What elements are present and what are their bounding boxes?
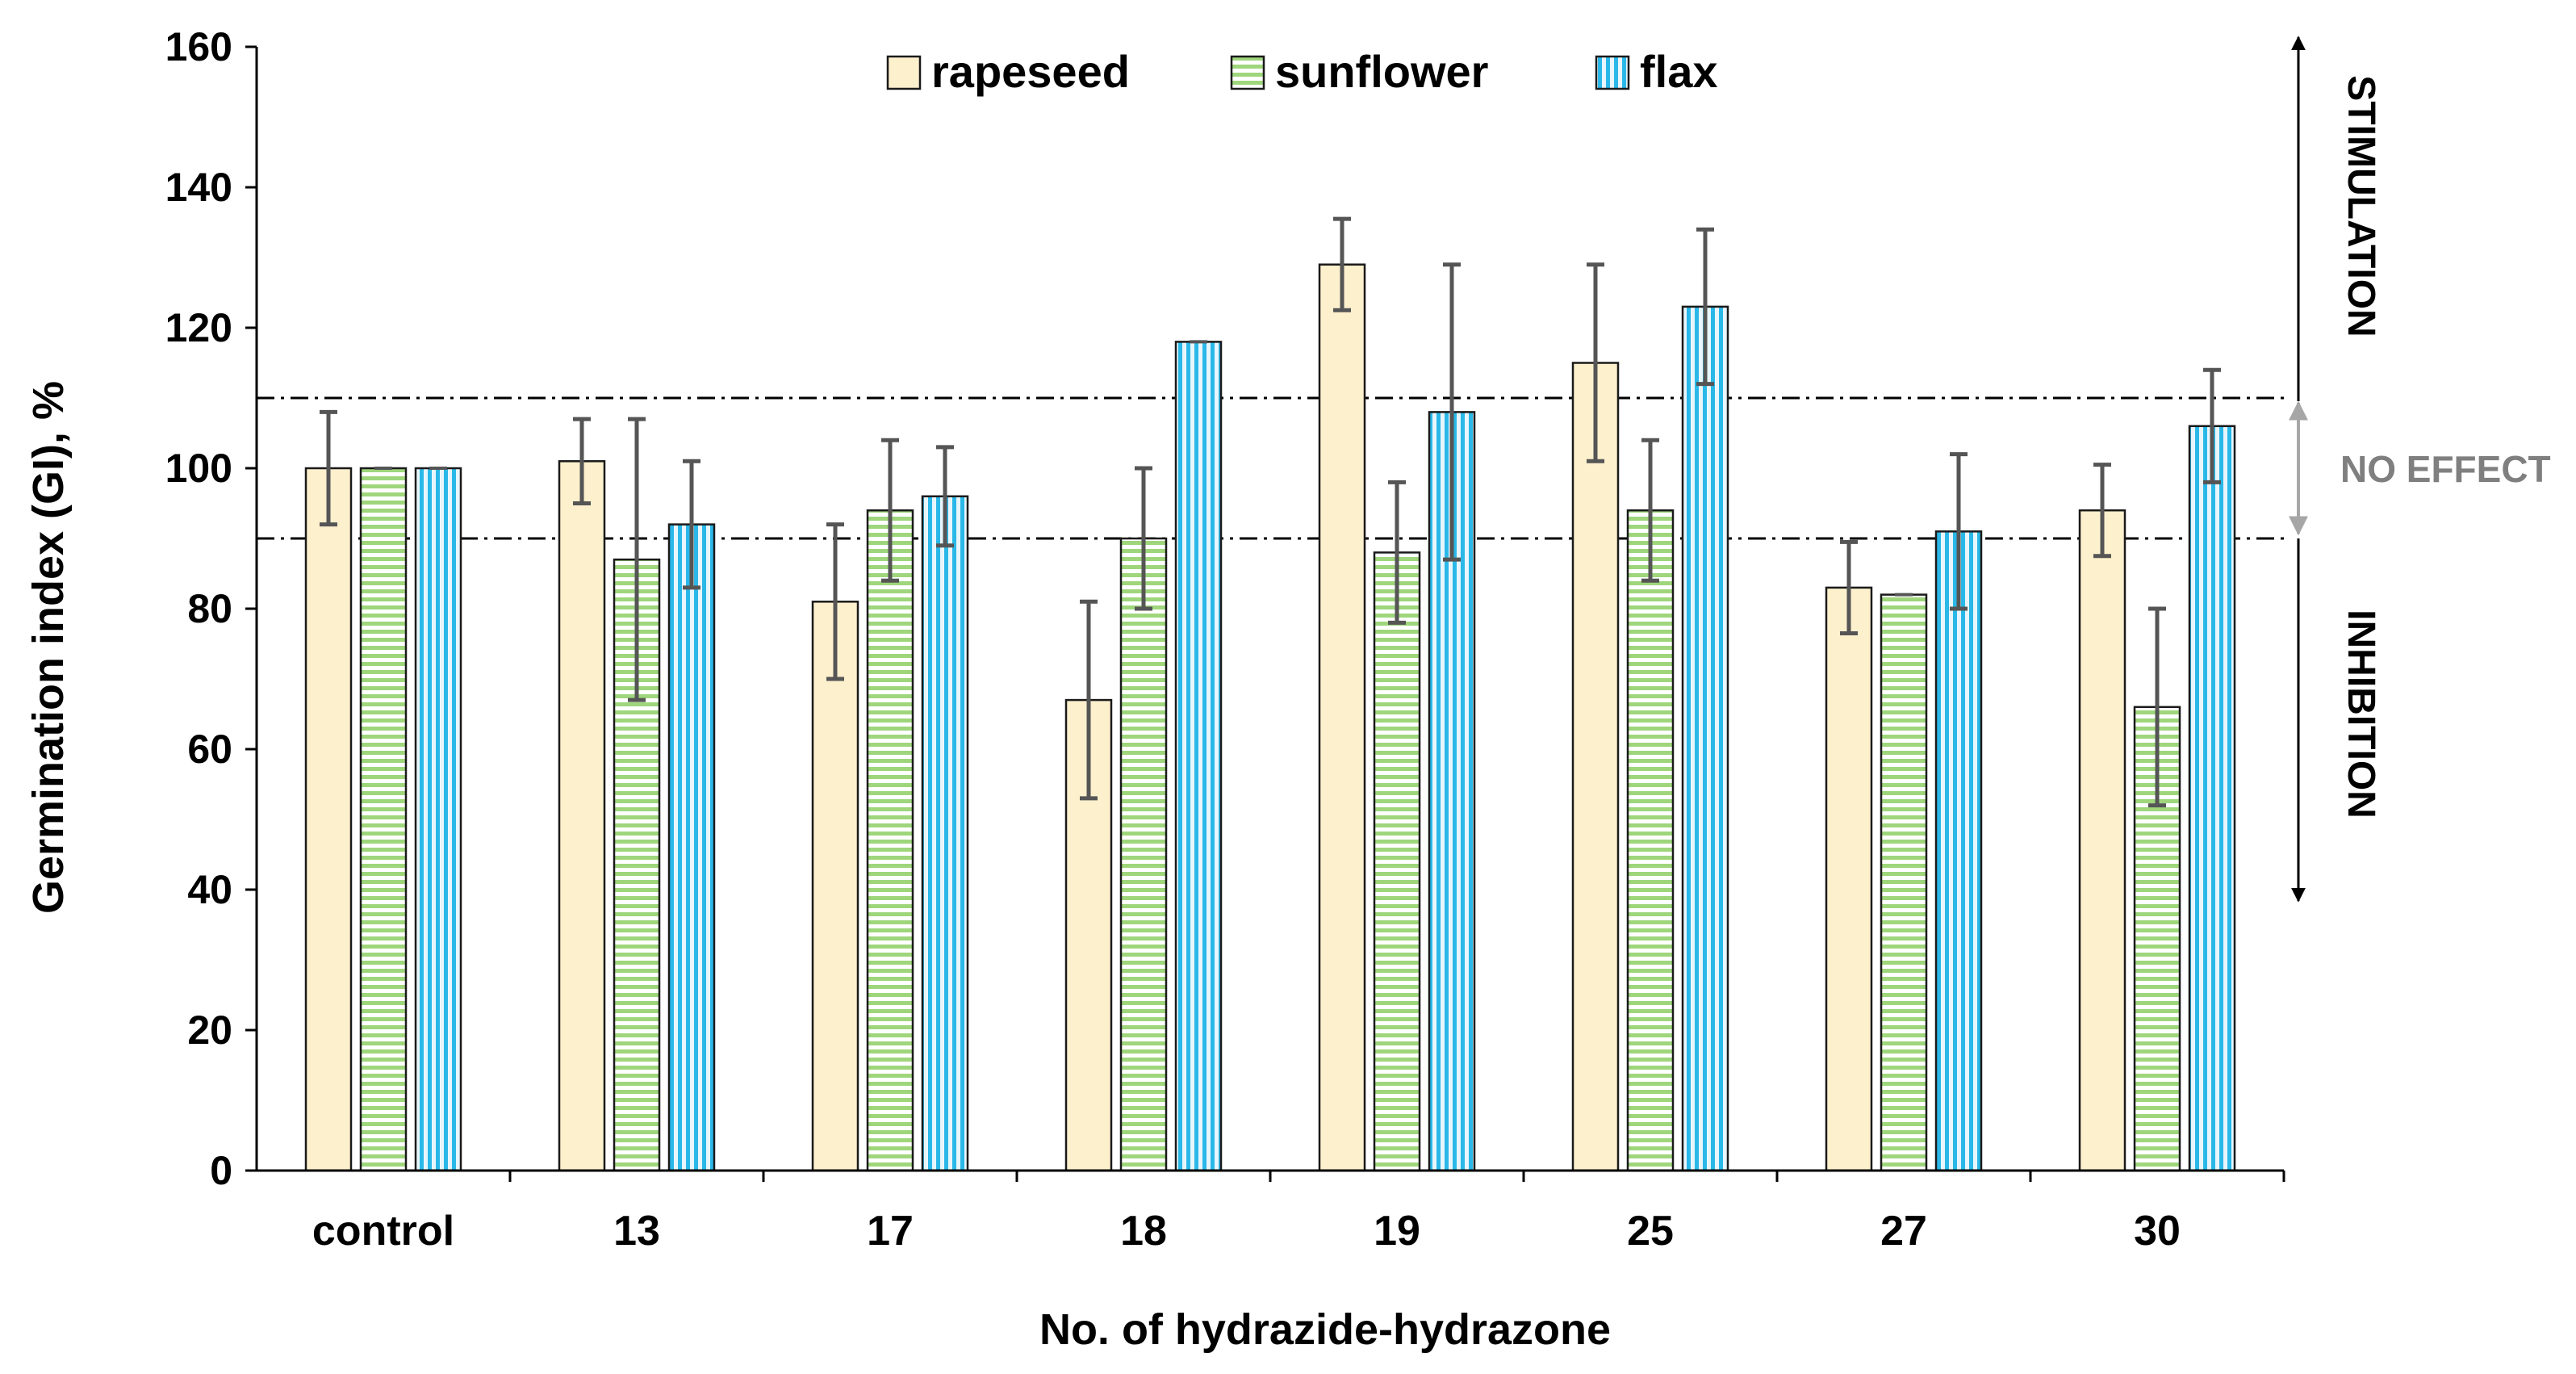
legend-swatch-sunflower: [1230, 55, 1265, 90]
x-category-label: 18: [1120, 1208, 1167, 1255]
y-tick-label: 140: [165, 165, 232, 210]
legend: rapeseed sunflower flax: [886, 46, 1718, 97]
y-tick-label: 60: [187, 727, 232, 772]
y-tick-label: 160: [165, 24, 232, 69]
bar-sunflower-17: [866, 509, 914, 1172]
x-category-label: control: [312, 1208, 454, 1255]
legend-swatch-rapeseed: [886, 55, 922, 90]
bar-flax-27: [1934, 530, 1983, 1172]
bar-rapeseed-13: [558, 460, 606, 1172]
bar-sunflower-30: [2133, 706, 2181, 1172]
bar-sunflower-27: [1880, 593, 1928, 1172]
bar-sunflower-18: [1119, 537, 1168, 1172]
legend-label-flax: flax: [1640, 46, 1718, 97]
bar-sunflower-control: [359, 467, 408, 1172]
no-effect-label: NO EFFECT: [2340, 448, 2551, 490]
bar-flax-30: [2188, 425, 2236, 1172]
x-category-label: 27: [1880, 1208, 1927, 1255]
legend-label-sunflower: sunflower: [1275, 46, 1488, 97]
bar-sunflower-25: [1626, 509, 1675, 1172]
y-axis-title: Germination index (GI), %: [24, 381, 73, 914]
bars: [304, 263, 2236, 1172]
bar-rapeseed-19: [1318, 263, 1366, 1172]
bar-flax-25: [1681, 305, 1729, 1172]
bar-rapeseed-30: [2078, 509, 2126, 1172]
error-bars: [320, 216, 2221, 808]
x-category-label: 25: [1627, 1208, 1674, 1255]
axes: [245, 45, 2285, 1182]
y-tick-label: 0: [210, 1148, 232, 1193]
bar-flax-18: [1174, 341, 1223, 1172]
x-category-labels: control 13 17 18 19 25 27 30: [312, 1208, 2181, 1255]
bar-rapeseed-control: [304, 467, 353, 1172]
y-tick-label: 20: [187, 1007, 232, 1053]
bar-flax-17: [921, 495, 969, 1172]
x-category-label: 17: [867, 1208, 914, 1255]
effect-regions: STIMULATION NO EFFECT INHIBITION: [2289, 36, 2551, 903]
bar-flax-control: [414, 467, 462, 1172]
bar-rapeseed-27: [1825, 586, 1873, 1172]
bar-flax-13: [667, 523, 716, 1172]
bar-rapeseed-25: [1571, 362, 1620, 1172]
y-tick-label: 100: [165, 446, 232, 491]
x-category-label: 19: [1374, 1208, 1420, 1255]
x-category-label: 30: [2134, 1208, 2181, 1255]
legend-label-rapeseed: rapeseed: [931, 46, 1130, 97]
stimulation-label: STIMULATION: [2340, 75, 2382, 337]
inhibition-label: INHIBITION: [2340, 610, 2382, 819]
x-axis-title: No. of hydrazide-hydrazone: [1039, 1305, 1611, 1354]
y-tick-label: 80: [187, 586, 232, 631]
y-tick-label: 120: [165, 305, 232, 350]
bar-rapeseed-17: [811, 601, 859, 1172]
y-tick-labels: 0 20 40 60 80 100 120 140 160: [165, 24, 232, 1193]
bar-sunflower-19: [1373, 551, 1421, 1172]
x-category-label: 13: [613, 1208, 660, 1255]
legend-swatch-flax: [1595, 55, 1630, 90]
y-tick-label: 40: [187, 867, 232, 912]
